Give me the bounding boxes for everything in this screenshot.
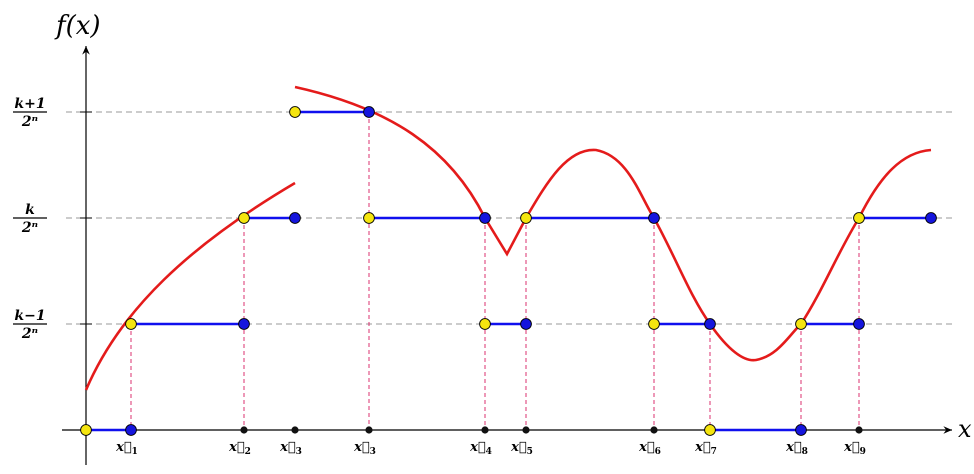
x-point-label: x⃗8 <box>785 440 808 457</box>
closed-marker <box>795 424 807 436</box>
axis-foot-dot <box>240 426 248 434</box>
y-ticks <box>80 111 92 325</box>
x-point-base: x⃗ <box>279 440 296 455</box>
x-point-sub: 3 <box>370 447 376 457</box>
closed-marker <box>363 106 375 118</box>
level-label-top: k+12ⁿ <box>13 96 47 130</box>
x-point-sub: 1 <box>132 447 138 457</box>
open-marker <box>520 212 532 224</box>
axis-foot-dot <box>481 426 489 434</box>
open-marker <box>363 212 375 224</box>
x-point-base: x⃗ <box>469 440 486 455</box>
level-denominator: 2ⁿ <box>21 326 38 342</box>
x-point-label: x⃗2 <box>228 440 251 457</box>
axis-foot-dot <box>291 426 299 434</box>
x-point-base: x⃗ <box>353 440 370 455</box>
closed-marker <box>853 318 865 330</box>
open-marker <box>238 212 250 224</box>
x-point-label: x⃗3 <box>279 440 302 457</box>
closed-marker <box>648 212 660 224</box>
curve-piece-right <box>294 85 932 362</box>
x-point-label: x⃗7 <box>694 440 717 457</box>
level-label-mid: k 2ⁿ <box>13 202 47 236</box>
level-label-low: k−12ⁿ <box>13 308 47 342</box>
closed-marker <box>289 212 301 224</box>
open-marker <box>125 318 137 330</box>
x-point-base: x⃗ <box>115 440 132 455</box>
x-point-sub: 7 <box>711 447 717 457</box>
level-numerator: k−1 <box>14 308 45 324</box>
step-markers <box>80 106 937 436</box>
open-marker <box>289 106 301 118</box>
x-point-sub: 4 <box>486 447 492 457</box>
closed-marker <box>479 212 491 224</box>
closed-marker <box>925 212 937 224</box>
x-point-label: x⃗1 <box>115 440 138 457</box>
x-point-sub: 2 <box>245 447 251 457</box>
x-point-sub: 6 <box>655 447 661 457</box>
x-point-sub: 8 <box>802 447 808 457</box>
x-point-base: x⃗ <box>694 440 711 455</box>
x-point-base: x⃗ <box>228 440 245 455</box>
level-numerator: k <box>25 202 35 218</box>
x-point-base: x⃗ <box>510 440 527 455</box>
x-point-base: x⃗ <box>785 440 802 455</box>
level-denominator: 2ⁿ <box>21 114 38 130</box>
open-marker <box>795 318 807 330</box>
x-point-sub: 3 <box>296 447 302 457</box>
axis-foot-dot <box>522 426 530 434</box>
y-axis-label: f(x) <box>54 11 101 41</box>
step-segments <box>86 110 931 432</box>
x-point-label: x⃗5 <box>510 440 533 457</box>
axis-foot-dot <box>855 426 863 434</box>
x-point-sub: 5 <box>527 447 533 457</box>
drop-lines <box>130 112 860 430</box>
curve-piece-left <box>84 181 296 391</box>
closed-marker <box>238 318 250 330</box>
closed-marker <box>125 424 137 436</box>
x-axis-label: x <box>958 415 972 443</box>
axis-foot-points <box>240 426 863 434</box>
x-point-sub: 9 <box>860 447 866 457</box>
x-point-label: x⃗9 <box>843 440 866 457</box>
function-curve <box>84 85 932 391</box>
x-point-label: x⃗3 <box>353 440 376 457</box>
closed-marker <box>704 318 716 330</box>
open-marker <box>704 424 716 436</box>
open-marker <box>648 318 660 330</box>
axis-foot-dot <box>650 426 658 434</box>
x-point-label: x⃗4 <box>469 440 492 457</box>
level-denominator: 2ⁿ <box>21 220 38 236</box>
x-point-label: x⃗6 <box>638 440 661 457</box>
level-numerator: k+1 <box>14 96 45 112</box>
x-point-base: x⃗ <box>638 440 655 455</box>
open-marker <box>479 318 491 330</box>
closed-marker <box>520 318 532 330</box>
x-point-base: x⃗ <box>843 440 860 455</box>
open-marker <box>853 212 865 224</box>
x-point-labels: x⃗1 x⃗2 x⃗3 x⃗3 x⃗4 x⃗5 x⃗6 x⃗7 x⃗8 x⃗9 <box>115 440 866 457</box>
axis-foot-dot <box>365 426 373 434</box>
open-marker <box>80 424 92 436</box>
